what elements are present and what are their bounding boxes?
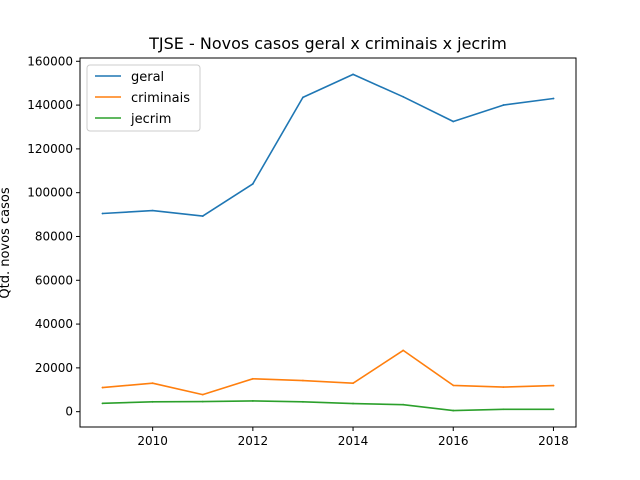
y-axis-label: Qtd. novos casos [0,187,13,298]
legend-box [86,64,201,132]
plot-area: 0 20000 40000 60000 80000 100000 120000 140000 1… [27,54,569,448]
legend-label-geral: geral [131,70,164,85]
x-tick-label: 2010 [137,434,168,448]
series-line-geral [101,73,555,217]
data-point-geral [552,97,555,100]
data-point-criminais [251,377,254,380]
data-point-criminais [151,382,154,385]
data-point-criminais [502,386,505,389]
y-tick-label: 120000 [27,142,73,156]
series-line-criminais [101,349,555,396]
y-tick-label: 80000 [35,229,73,243]
y-tick-label: 40000 [35,317,73,331]
y-tick-label: 60000 [35,273,73,287]
plot-frame [79,57,577,428]
data-point-jecrim [251,400,254,402]
data-point-geral [502,104,505,106]
y-tick-label: 160000 [27,54,73,68]
data-point-jecrim [402,403,405,406]
legend-label-jecrim: jecrim [130,112,171,127]
series-line-jecrim [101,400,555,412]
data-point-jecrim [352,402,354,405]
legend-label-criminais: criminais [131,91,190,106]
y-tick-label: 0 [65,405,73,419]
data-point-jecrim [552,408,555,411]
data-point-geral [402,95,405,98]
legend: geral criminais jecrim [86,64,201,132]
data-point-geral [452,120,455,123]
y-tick-label: 140000 [27,98,73,112]
data-point-jecrim [201,400,204,403]
data-point-criminais [552,384,555,387]
data-point-criminais [402,349,405,352]
data-point-jecrim [302,400,304,403]
data-point-geral [151,209,154,212]
data-point-criminais [352,382,354,385]
data-point-criminais [201,393,204,396]
data-point-geral [201,215,204,218]
data-point-geral [352,73,354,76]
data-point-jecrim [452,409,455,412]
data-point-jecrim [502,408,505,411]
data-point-geral [302,96,304,99]
data-point-criminais [452,384,455,387]
data-point-criminais [101,386,104,389]
x-tick-label: 2012 [238,434,269,448]
data-point-geral [101,212,104,215]
x-tick-label: 2016 [438,434,469,448]
x-tick-label: 2018 [538,434,569,448]
x-tick-label: 2014 [338,434,369,448]
data-point-jecrim [151,400,154,403]
y-tick-label: 20000 [35,361,73,375]
y-tick-label: 100000 [27,186,73,200]
data-point-jecrim [101,402,104,405]
data-point-geral [251,183,254,185]
data-point-criminais [302,379,304,382]
chart-title: TJSE - Novos casos geral x criminais x j… [148,34,507,53]
